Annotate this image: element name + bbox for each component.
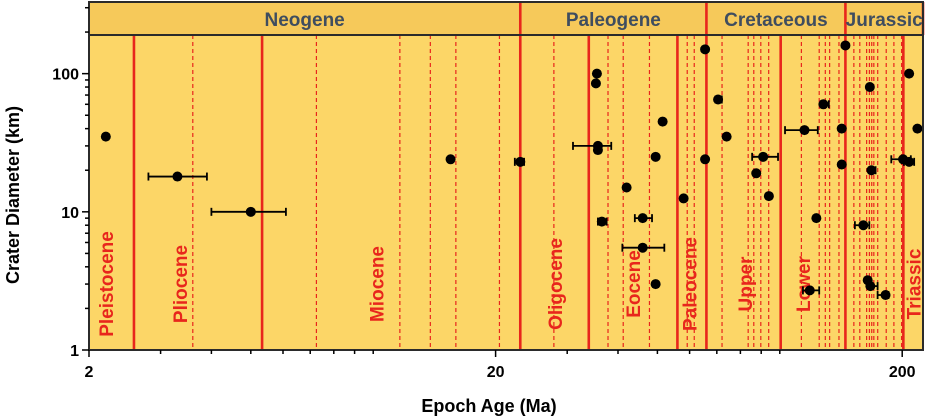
data-point [811, 213, 822, 224]
data-point [912, 123, 923, 134]
data-point [172, 171, 183, 182]
axis-layer: 1 10 100 2 20 200 [52, 1, 924, 381]
data-point [637, 213, 648, 224]
data-point [758, 151, 769, 162]
epoch-label: Oligocene [546, 238, 567, 330]
data-point [592, 145, 603, 156]
y-tick-label: 10 [61, 205, 79, 222]
data-point [836, 159, 847, 170]
x-tick-label: 2 [85, 364, 94, 381]
period-label: Neogene [265, 10, 345, 31]
data-point [721, 131, 732, 142]
epoch-label: Pleistocene [97, 231, 118, 337]
data-point [637, 242, 648, 253]
data-point [650, 279, 661, 290]
data-point [650, 151, 661, 162]
plot-background-layer [89, 2, 923, 350]
major-boundary-layer [132, 2, 905, 350]
data-point [678, 193, 689, 204]
epoch-label: Lower [794, 255, 815, 312]
period-label: Paleogene [566, 10, 661, 31]
data-point [880, 290, 891, 301]
data-point [445, 154, 456, 165]
data-point [621, 182, 632, 193]
epoch-label: Eocene [624, 250, 645, 318]
epoch-label: Triassic [904, 248, 925, 319]
data-point [763, 191, 774, 202]
data-point [904, 68, 915, 79]
epoch-label-layer: Pleistocene Pliocene Miocene Oligocene Eocen… [97, 231, 925, 337]
plot-frame [88, 1, 924, 351]
x-tick-label: 200 [889, 364, 916, 381]
y-tick-label: 1 [70, 343, 79, 360]
data-point [751, 168, 762, 179]
data-point [818, 99, 829, 110]
y-axis-title: Crater Diameter (km) [3, 106, 23, 284]
data-point [836, 123, 847, 134]
data-point [866, 165, 877, 176]
data-point [864, 82, 875, 93]
period-label: Cretaceous [724, 10, 828, 31]
plot-area [89, 2, 923, 350]
data-point [596, 216, 607, 227]
data-point [657, 116, 668, 127]
data-point [904, 156, 915, 167]
period-band-layer: Neogene Paleogene Cretaceous Jurassic [89, 2, 925, 36]
period-label: Jurassic [846, 10, 924, 31]
y-tick-label: 100 [52, 67, 79, 84]
data-point [713, 94, 724, 105]
epoch-label: Pliocene [171, 245, 192, 323]
epoch-label: Paleocene [681, 237, 702, 331]
data-point-layer [100, 40, 923, 301]
data-point [804, 285, 815, 296]
data-point [865, 281, 876, 292]
data-point [700, 154, 711, 165]
data-point [700, 44, 711, 55]
data-point [100, 131, 111, 142]
data-point [515, 156, 526, 167]
data-point [858, 220, 869, 231]
minor-boundary-layer [192, 35, 903, 350]
data-point [799, 125, 810, 136]
data-point [591, 68, 602, 79]
data-point [590, 78, 601, 89]
data-point [840, 40, 851, 51]
epoch-label: Upper [736, 256, 757, 312]
epoch-label: Miocene [368, 246, 389, 322]
x-tick-label: 20 [487, 364, 505, 381]
data-point [245, 206, 256, 217]
x-axis-title: Epoch Age (Ma) [421, 396, 556, 416]
period-band [89, 2, 923, 35]
